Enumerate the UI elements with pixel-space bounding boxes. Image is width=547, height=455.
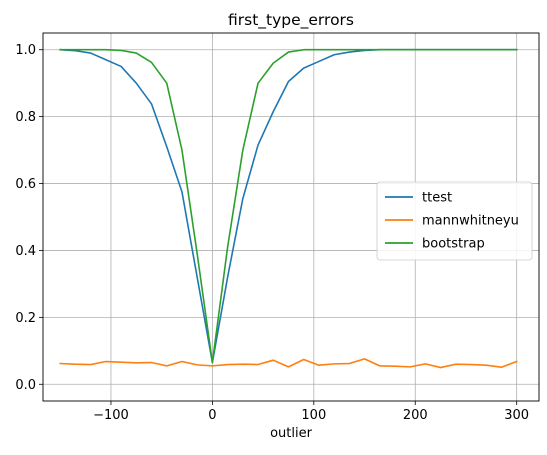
chart-title: first_type_errors: [228, 11, 354, 30]
y-tick-label: 0.4: [15, 244, 36, 259]
legend-label-ttest: ttest: [422, 191, 452, 206]
y-tick-label: 0.6: [15, 177, 36, 192]
x-tick-label: 100: [301, 408, 326, 423]
y-axis-ticks: 0.0 0.2 0.4 0.6 0.8 1.0: [15, 43, 43, 393]
series-line-bootstrap: [59, 48, 518, 364]
x-tick-label: 0: [208, 408, 216, 423]
series-lines: [59, 48, 518, 369]
x-axis-ticks: −100 0 100 200 300: [93, 401, 529, 423]
y-tick-label: 0.8: [15, 110, 36, 125]
x-tick-label: 200: [403, 408, 428, 423]
series-line-mannwhitneyu: [59, 358, 518, 369]
y-tick-label: 0.2: [15, 311, 36, 326]
legend-label-mannwhitneyu: mannwhitneyu: [422, 214, 519, 229]
y-tick-label: 0.0: [15, 378, 36, 393]
y-tick-label: 1.0: [15, 43, 36, 58]
x-axis-label: outlier: [270, 426, 313, 441]
legend-label-bootstrap: bootstrap: [422, 237, 485, 252]
legend: ttest mannwhitneyu bootstrap: [376, 181, 533, 261]
x-tick-label: −100: [93, 408, 129, 423]
x-tick-label: 300: [504, 408, 529, 423]
legend-box: [376, 181, 533, 261]
plot-area-frame: [42, 32, 540, 402]
